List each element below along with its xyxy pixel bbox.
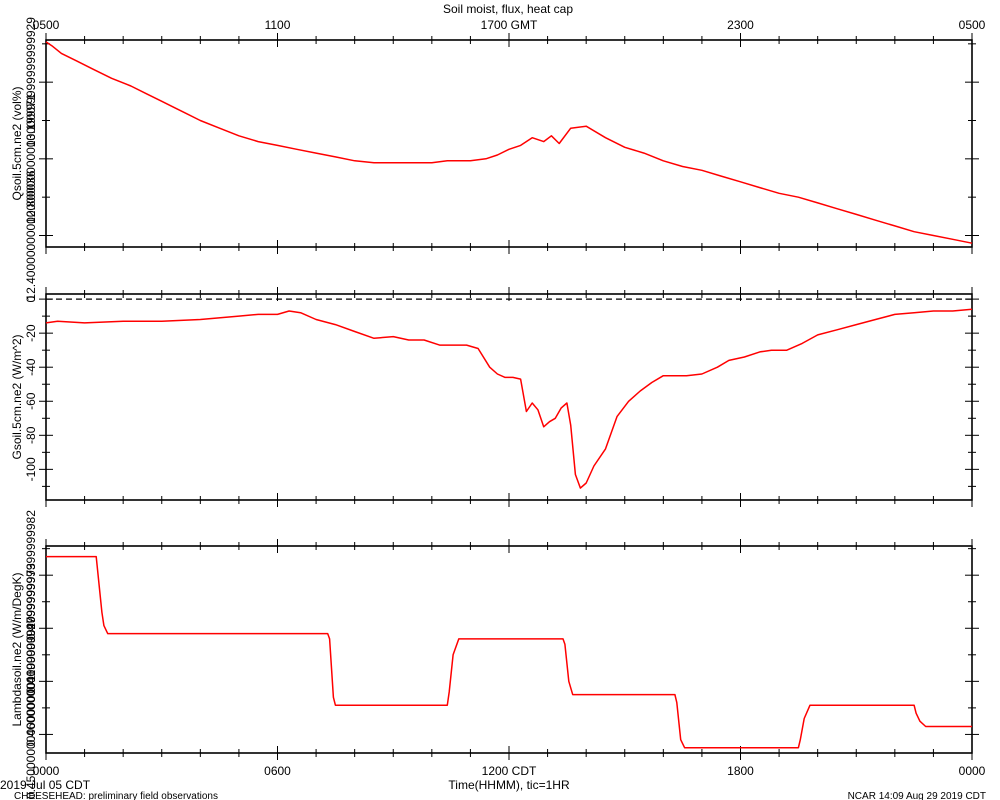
chart-title: Soil moist, flux, heat cap: [443, 2, 573, 16]
y-tick-label: 0.460000000000000020: [24, 616, 38, 746]
panel-frame: [45, 293, 973, 501]
x-axis-label: Time(HHMM), tic=1HR: [448, 778, 570, 792]
footer-stamp: NCAR 14:09 Aug 29 2019 CDT: [848, 791, 986, 800]
gmt-tick-label: 1700 GMT: [481, 18, 538, 32]
y-tick-label: -40: [24, 358, 38, 376]
footer-project: CHEESEHEAD: preliminary field observatio…: [14, 791, 218, 800]
y-tick-label: 12.80000000000000071: [24, 93, 38, 223]
cdt-tick-label: 1200 CDT: [482, 764, 537, 778]
cdt-tick-label: 1800: [727, 764, 754, 778]
gmt-tick-label: 0500: [959, 18, 986, 32]
gmt-tick-label: 0500: [33, 18, 60, 32]
y-tick-label: -20: [24, 324, 38, 342]
y-tick-label: 0: [24, 295, 38, 302]
panel-lambdasoil: 0.4500000000000000110.460000000000000020…: [10, 510, 979, 799]
y-tick-label: -60: [24, 392, 38, 410]
cdt-tick-label: 0600: [264, 764, 291, 778]
panel-frame: [45, 39, 973, 248]
y-tick-label: 12.40000000000000036: [24, 170, 38, 300]
y-tick-label: 0.450000000000000011: [24, 669, 38, 799]
series-line-qsoil: [45, 41, 973, 244]
y-tick-label: 0.479999999999999982: [24, 510, 38, 640]
panel-gsoil: -100 -80 -60 -40 -20 0 Gsoil.5cm.ne2 (W/m^2): [10, 287, 979, 507]
y-tick-label: 0.469999999999999973: [24, 563, 38, 693]
gmt-tick-label: 1100: [265, 18, 291, 32]
cdt-tick-label: 0000: [33, 764, 60, 778]
panel-qsoil: 12.4000000000000003612.80000000000000071…: [10, 17, 979, 301]
y-axis-label: Qsoil.5cm.ne2 (vol%): [10, 86, 24, 200]
y-tick-label: -100: [24, 457, 38, 481]
cdt-tick-label: 0000: [959, 764, 986, 778]
panel-frame: [45, 545, 973, 754]
series-line-gsoil: [45, 308, 973, 489]
gmt-tick-label: 2300: [727, 18, 754, 32]
chart-panels: 12.4000000000000003612.80000000000000071…: [10, 17, 979, 799]
y-tick-label: 13.19999999999999929: [24, 17, 38, 147]
y-tick-label: -80: [24, 426, 38, 444]
footer-date: 2019 Jul 05 CDT: [0, 778, 91, 792]
series-line-lambdasoil: [46, 555, 972, 749]
y-axis-label: Lambdasoil.ne2 (W/m/DegK): [10, 572, 24, 726]
y-axis-label: Gsoil.5cm.ne2 (W/m^2): [10, 335, 24, 460]
